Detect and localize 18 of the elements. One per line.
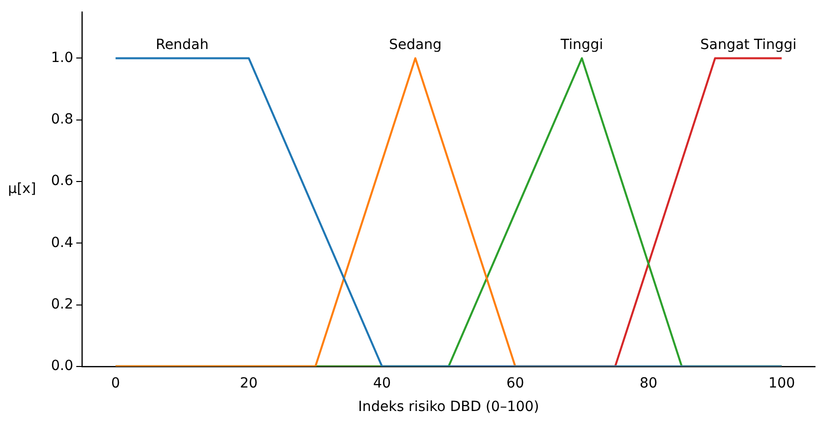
x-axis-title: Indeks risiko DBD (0–100) bbox=[358, 399, 540, 416]
x-tick-label: 20 bbox=[240, 375, 258, 392]
x-tick-label: 80 bbox=[640, 375, 658, 392]
y-tick-label: 0.2 bbox=[51, 296, 74, 312]
series-label: Sedang bbox=[388, 36, 442, 53]
y-tick-label: 0.8 bbox=[51, 112, 74, 128]
x-tick-label: 0 bbox=[111, 375, 120, 392]
x-tick-label: 100 bbox=[768, 375, 796, 392]
y-axis-title: μ[x] bbox=[8, 180, 36, 197]
y-tick-label: 0.0 bbox=[51, 358, 74, 374]
y-tick-label: 1.0 bbox=[51, 50, 74, 66]
y-tick-label: 0.6 bbox=[51, 173, 74, 190]
x-tick-label: 40 bbox=[373, 375, 391, 392]
y-tick-label: 0.4 bbox=[51, 234, 74, 251]
x-tick-label: 60 bbox=[506, 375, 524, 392]
series-label: Sangat Tinggi bbox=[700, 36, 797, 53]
series-label: Rendah bbox=[156, 36, 209, 53]
series-label: Tinggi bbox=[560, 36, 604, 53]
